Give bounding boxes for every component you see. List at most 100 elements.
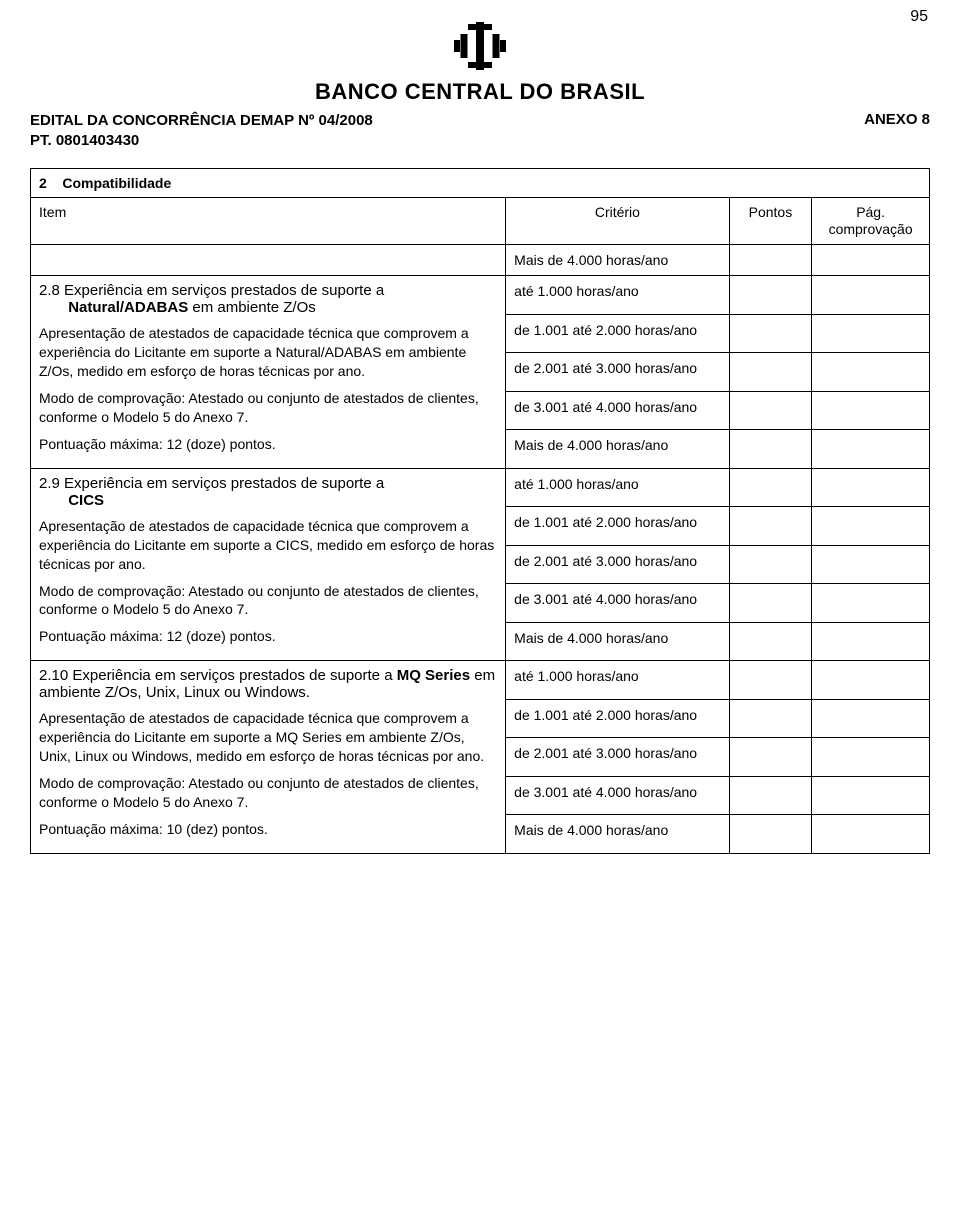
item-heading: 2.10 Experiência em serviços prestados d… bbox=[39, 667, 497, 701]
pontos-cell bbox=[729, 391, 812, 429]
pag-cell bbox=[812, 391, 930, 429]
item-number: 2.9 bbox=[39, 475, 60, 492]
pag-cell bbox=[812, 699, 930, 737]
item-heading: 2.9 Experiência em serviços prestados de… bbox=[39, 475, 497, 509]
criterio-cell: Mais de 4.000 horas/ano bbox=[506, 622, 729, 660]
item-cell: 2.9 Experiência em serviços prestados de… bbox=[31, 468, 506, 660]
pt-line: PT. 0801403430 bbox=[30, 131, 373, 151]
pontos-cell bbox=[729, 468, 812, 506]
pontos-cell bbox=[729, 815, 812, 853]
criterio-cell: Mais de 4.000 horas/ano bbox=[506, 244, 729, 276]
item-heading-bold: MQ Series bbox=[397, 667, 470, 684]
criterio-cell: de 1.001 até 2.000 horas/ano bbox=[506, 314, 729, 352]
item-body: Apresentação de atestados de capacidade … bbox=[39, 517, 497, 646]
pontos-cell bbox=[729, 622, 812, 660]
criterio-cell: de 1.001 até 2.000 horas/ano bbox=[506, 699, 729, 737]
pontos-cell bbox=[729, 738, 812, 776]
bcb-logo-icon bbox=[454, 20, 506, 75]
pag-cell bbox=[812, 244, 930, 276]
item-body: Apresentação de atestados de capacidade … bbox=[39, 324, 497, 453]
brand-title: BANCO CENTRAL DO BRASIL bbox=[30, 79, 930, 105]
section-title: Compatibilidade bbox=[62, 175, 171, 191]
table-row: 2.9 Experiência em serviços prestados de… bbox=[31, 468, 930, 506]
doc-header: EDITAL DA CONCORRÊNCIA DEMAP Nº 04/2008 … bbox=[30, 111, 930, 150]
item-heading-prefix: Experiência em serviços prestados de sup… bbox=[64, 475, 384, 492]
pag-cell bbox=[812, 776, 930, 814]
criterio-cell: até 1.000 horas/ano bbox=[506, 661, 729, 699]
criterio-cell: de 1.001 até 2.000 horas/ano bbox=[506, 507, 729, 545]
item-number: 2.10 bbox=[39, 667, 68, 684]
pontos-cell bbox=[729, 276, 812, 314]
pontos-cell bbox=[729, 661, 812, 699]
item-heading-prefix: Experiência em serviços prestados de sup… bbox=[64, 282, 384, 299]
pag-cell bbox=[812, 738, 930, 776]
pontos-cell bbox=[729, 314, 812, 352]
page: 95 BANCO CENTRAL DO BRASIL EDITAL DA CON… bbox=[0, 0, 960, 1215]
table-row: 2.8 Experiência em serviços prestados de… bbox=[31, 276, 930, 314]
criterio-cell: Mais de 4.000 horas/ano bbox=[506, 815, 729, 853]
pontos-cell bbox=[729, 699, 812, 737]
pag-cell bbox=[812, 815, 930, 853]
section-title-row: 2 Compatibilidade bbox=[31, 169, 930, 198]
item-heading-bold: Natural/ADABAS bbox=[68, 299, 188, 316]
item-heading-suffix: em ambiente Z/Os bbox=[188, 299, 316, 316]
item-cell: 2.10 Experiência em serviços prestados d… bbox=[31, 661, 506, 853]
item-para1: Apresentação de atestados de capacidade … bbox=[39, 709, 497, 766]
pontos-cell bbox=[729, 244, 812, 276]
page-number: 95 bbox=[910, 8, 928, 26]
col-pag-line1: Pág. bbox=[856, 204, 885, 220]
main-table: 2 Compatibilidade Item Critério Pontos P… bbox=[30, 168, 930, 854]
logo-area: BANCO CENTRAL DO BRASIL bbox=[30, 20, 930, 105]
pontos-cell bbox=[729, 353, 812, 391]
col-pag-line2: comprovação bbox=[829, 221, 913, 237]
criterio-cell: até 1.000 horas/ano bbox=[506, 468, 729, 506]
edital-line: EDITAL DA CONCORRÊNCIA DEMAP Nº 04/2008 bbox=[30, 111, 373, 131]
item-cell: 2.8 Experiência em serviços prestados de… bbox=[31, 276, 506, 468]
criterio-cell: de 3.001 até 4.000 horas/ano bbox=[506, 776, 729, 814]
section-number: 2 bbox=[39, 175, 47, 191]
pag-cell bbox=[812, 468, 930, 506]
pontos-cell bbox=[729, 507, 812, 545]
col-criterio: Critério bbox=[506, 198, 729, 245]
item-cell-empty bbox=[31, 244, 506, 276]
pag-cell bbox=[812, 353, 930, 391]
item-para2: Modo de comprovação: Atestado ou conjunt… bbox=[39, 774, 497, 812]
item-para1: Apresentação de atestados de capacidade … bbox=[39, 517, 497, 574]
item-para1: Apresentação de atestados de capacidade … bbox=[39, 324, 497, 381]
criterio-cell: de 2.001 até 3.000 horas/ano bbox=[506, 738, 729, 776]
pontos-cell bbox=[729, 776, 812, 814]
item-heading-prefix: Experiência em serviços prestados de sup… bbox=[72, 667, 392, 684]
item-para3: Pontuação máxima: 10 (dez) pontos. bbox=[39, 820, 497, 839]
item-para2: Modo de comprovação: Atestado ou conjunt… bbox=[39, 582, 497, 620]
pag-cell bbox=[812, 661, 930, 699]
anexo-label: ANEXO 8 bbox=[864, 111, 930, 128]
doc-header-left: EDITAL DA CONCORRÊNCIA DEMAP Nº 04/2008 … bbox=[30, 111, 373, 150]
pag-cell bbox=[812, 430, 930, 468]
pontos-cell bbox=[729, 584, 812, 622]
criterio-cell: de 2.001 até 3.000 horas/ano bbox=[506, 353, 729, 391]
item-number: 2.8 bbox=[39, 282, 60, 299]
doc-header-right: ANEXO 8 bbox=[864, 111, 930, 150]
pag-cell bbox=[812, 584, 930, 622]
item-para2: Modo de comprovação: Atestado ou conjunt… bbox=[39, 389, 497, 427]
item-para3: Pontuação máxima: 12 (doze) pontos. bbox=[39, 627, 497, 646]
pag-cell bbox=[812, 545, 930, 583]
pag-cell bbox=[812, 507, 930, 545]
col-pontos: Pontos bbox=[729, 198, 812, 245]
criterio-cell: de 2.001 até 3.000 horas/ano bbox=[506, 545, 729, 583]
table-header-row: Item Critério Pontos Pág. comprovação bbox=[31, 198, 930, 245]
item-heading-bold: CICS bbox=[68, 492, 104, 509]
item-body: Apresentação de atestados de capacidade … bbox=[39, 709, 497, 838]
criterio-cell: até 1.000 horas/ano bbox=[506, 276, 729, 314]
pag-cell bbox=[812, 622, 930, 660]
item-para3: Pontuação máxima: 12 (doze) pontos. bbox=[39, 435, 497, 454]
criterio-cell: de 3.001 até 4.000 horas/ano bbox=[506, 584, 729, 622]
table-row: 2.10 Experiência em serviços prestados d… bbox=[31, 661, 930, 699]
col-item: Item bbox=[31, 198, 506, 245]
pag-cell bbox=[812, 314, 930, 352]
table-row: Mais de 4.000 horas/ano bbox=[31, 244, 930, 276]
criterio-cell: Mais de 4.000 horas/ano bbox=[506, 430, 729, 468]
col-pag: Pág. comprovação bbox=[812, 198, 930, 245]
pontos-cell bbox=[729, 545, 812, 583]
pontos-cell bbox=[729, 430, 812, 468]
